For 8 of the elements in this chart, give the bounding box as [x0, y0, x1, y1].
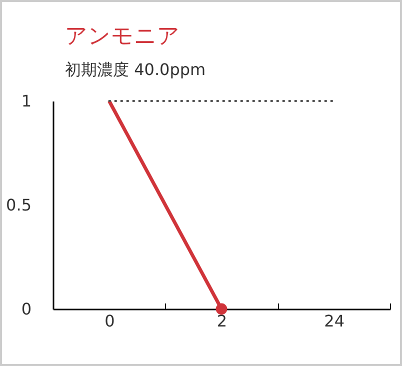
x-tick-label: 24	[324, 312, 345, 330]
x-tick-label: 0	[104, 312, 115, 330]
chart-subtitle: 初期濃度 40.0ppm	[65, 60, 206, 79]
x-tick-label: 2	[216, 312, 228, 330]
y-tick-label: 0	[21, 300, 32, 318]
chart-title: アンモニア	[65, 24, 180, 49]
y-tick-label: 1	[21, 92, 32, 110]
y-tick-label: 0.5	[6, 196, 32, 214]
